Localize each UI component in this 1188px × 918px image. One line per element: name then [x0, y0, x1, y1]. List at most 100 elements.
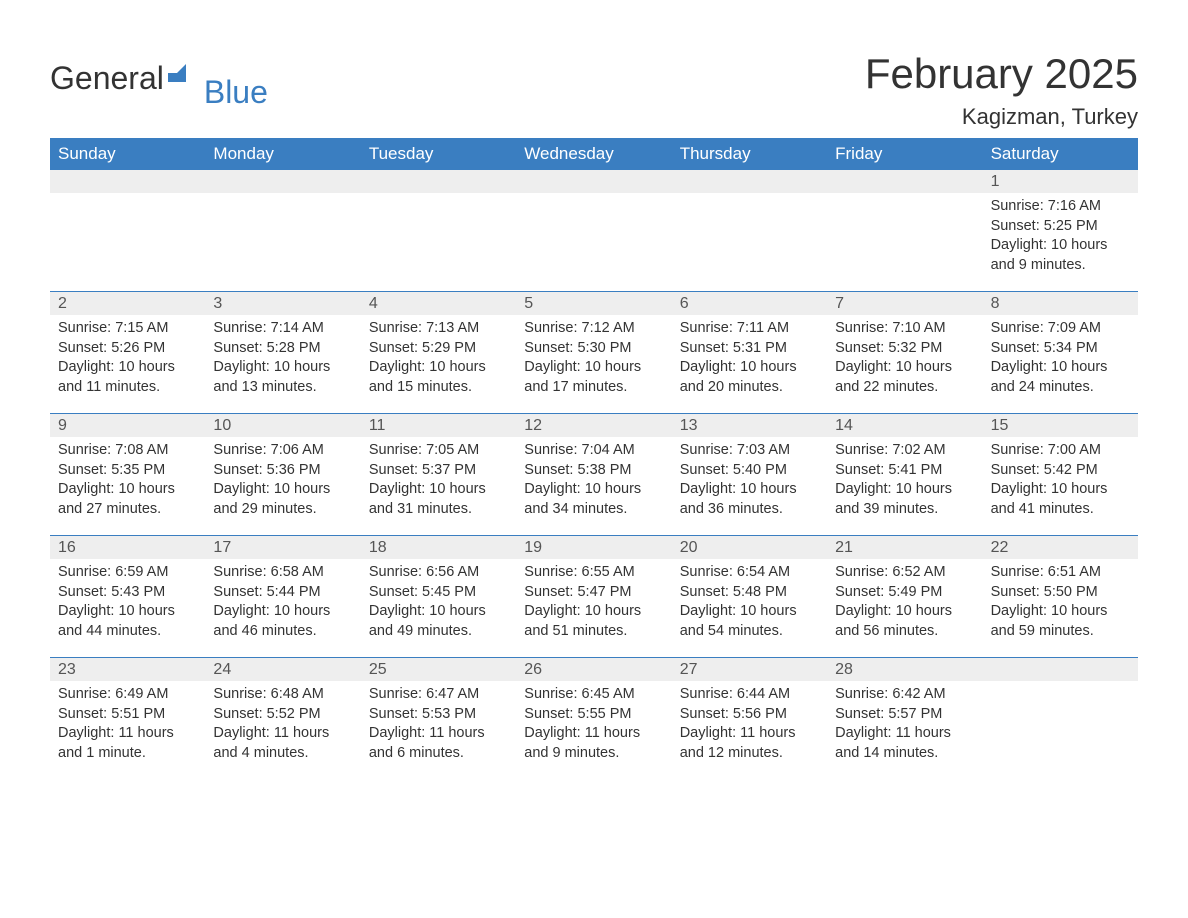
date-number: 1	[983, 170, 1138, 193]
day-cell	[827, 193, 982, 291]
date-number: 21	[827, 536, 982, 559]
daylight-text: Daylight: 11 hours and 4 minutes.	[213, 724, 352, 763]
daylight-text: Daylight: 10 hours and 36 minutes.	[680, 480, 819, 519]
date-number: 17	[205, 536, 360, 559]
day-cell: Sunrise: 7:13 AMSunset: 5:29 PMDaylight:…	[361, 315, 516, 413]
day-cell: Sunrise: 6:55 AMSunset: 5:47 PMDaylight:…	[516, 559, 671, 657]
daylight-text: Daylight: 10 hours and 17 minutes.	[524, 358, 663, 397]
day-detail-row: Sunrise: 6:49 AMSunset: 5:51 PMDaylight:…	[50, 681, 1138, 779]
day-cell: Sunrise: 7:14 AMSunset: 5:28 PMDaylight:…	[205, 315, 360, 413]
calendar-week: 232425262728Sunrise: 6:49 AMSunset: 5:51…	[50, 657, 1138, 779]
day-detail-row: Sunrise: 7:08 AMSunset: 5:35 PMDaylight:…	[50, 437, 1138, 535]
sunrise-text: Sunrise: 6:42 AM	[835, 685, 974, 705]
day-cell	[361, 193, 516, 291]
calendar-week: 2345678Sunrise: 7:15 AMSunset: 5:26 PMDa…	[50, 291, 1138, 413]
day-cell: Sunrise: 7:09 AMSunset: 5:34 PMDaylight:…	[983, 315, 1138, 413]
calendar-week: 9101112131415Sunrise: 7:08 AMSunset: 5:3…	[50, 413, 1138, 535]
day-cell	[983, 681, 1138, 779]
sunset-text: Sunset: 5:42 PM	[991, 461, 1130, 481]
date-number: 18	[361, 536, 516, 559]
date-number-row: 2345678	[50, 292, 1138, 315]
date-number: 12	[516, 414, 671, 437]
date-number: 2	[50, 292, 205, 315]
calendar-page: General Blue February 2025 Kagizman, Tur…	[0, 0, 1188, 918]
sunset-text: Sunset: 5:36 PM	[213, 461, 352, 481]
sunrise-text: Sunrise: 7:03 AM	[680, 441, 819, 461]
sunrise-text: Sunrise: 7:10 AM	[835, 319, 974, 339]
daylight-text: Daylight: 10 hours and 49 minutes.	[369, 602, 508, 641]
date-number: 13	[672, 414, 827, 437]
date-number-row: 9101112131415	[50, 414, 1138, 437]
sunset-text: Sunset: 5:38 PM	[524, 461, 663, 481]
day-cell: Sunrise: 7:06 AMSunset: 5:36 PMDaylight:…	[205, 437, 360, 535]
day-cell: Sunrise: 6:44 AMSunset: 5:56 PMDaylight:…	[672, 681, 827, 779]
weekday-header: Monday	[205, 138, 360, 170]
sunrise-text: Sunrise: 7:13 AM	[369, 319, 508, 339]
day-cell: Sunrise: 6:48 AMSunset: 5:52 PMDaylight:…	[205, 681, 360, 779]
brand-part2: Blue	[204, 74, 268, 111]
date-number: 19	[516, 536, 671, 559]
sunset-text: Sunset: 5:31 PM	[680, 339, 819, 359]
date-number: 23	[50, 658, 205, 681]
day-cell	[50, 193, 205, 291]
daylight-text: Daylight: 11 hours and 1 minute.	[58, 724, 197, 763]
daylight-text: Daylight: 10 hours and 20 minutes.	[680, 358, 819, 397]
sunrise-text: Sunrise: 7:11 AM	[680, 319, 819, 339]
date-number-row: 232425262728	[50, 658, 1138, 681]
date-number: 11	[361, 414, 516, 437]
date-number: 8	[983, 292, 1138, 315]
day-cell: Sunrise: 6:42 AMSunset: 5:57 PMDaylight:…	[827, 681, 982, 779]
sunrise-text: Sunrise: 7:15 AM	[58, 319, 197, 339]
weekday-header: Sunday	[50, 138, 205, 170]
day-cell: Sunrise: 6:45 AMSunset: 5:55 PMDaylight:…	[516, 681, 671, 779]
date-number	[672, 170, 827, 193]
daylight-text: Daylight: 10 hours and 54 minutes.	[680, 602, 819, 641]
date-number	[205, 170, 360, 193]
day-cell: Sunrise: 6:52 AMSunset: 5:49 PMDaylight:…	[827, 559, 982, 657]
daylight-text: Daylight: 10 hours and 41 minutes.	[991, 480, 1130, 519]
daylight-text: Daylight: 10 hours and 34 minutes.	[524, 480, 663, 519]
daylight-text: Daylight: 10 hours and 24 minutes.	[991, 358, 1130, 397]
sunrise-text: Sunrise: 6:47 AM	[369, 685, 508, 705]
day-cell: Sunrise: 7:03 AMSunset: 5:40 PMDaylight:…	[672, 437, 827, 535]
weekday-header: Wednesday	[516, 138, 671, 170]
date-number: 26	[516, 658, 671, 681]
day-cell: Sunrise: 7:04 AMSunset: 5:38 PMDaylight:…	[516, 437, 671, 535]
daylight-text: Daylight: 10 hours and 46 minutes.	[213, 602, 352, 641]
day-cell: Sunrise: 6:47 AMSunset: 5:53 PMDaylight:…	[361, 681, 516, 779]
day-cell: Sunrise: 7:05 AMSunset: 5:37 PMDaylight:…	[361, 437, 516, 535]
sunset-text: Sunset: 5:28 PM	[213, 339, 352, 359]
sunrise-text: Sunrise: 6:59 AM	[58, 563, 197, 583]
daylight-text: Daylight: 10 hours and 59 minutes.	[991, 602, 1130, 641]
day-cell: Sunrise: 6:58 AMSunset: 5:44 PMDaylight:…	[205, 559, 360, 657]
weekday-header: Friday	[827, 138, 982, 170]
sunrise-text: Sunrise: 6:44 AM	[680, 685, 819, 705]
brand-part1: General	[50, 60, 164, 97]
weeks-container: 1Sunrise: 7:16 AMSunset: 5:25 PMDaylight…	[50, 170, 1138, 779]
sunrise-text: Sunrise: 7:00 AM	[991, 441, 1130, 461]
calendar-location: Kagizman, Turkey	[865, 104, 1138, 130]
date-number: 22	[983, 536, 1138, 559]
date-number: 16	[50, 536, 205, 559]
day-cell: Sunrise: 7:15 AMSunset: 5:26 PMDaylight:…	[50, 315, 205, 413]
sunrise-text: Sunrise: 7:12 AM	[524, 319, 663, 339]
sunrise-text: Sunrise: 7:09 AM	[991, 319, 1130, 339]
sunrise-text: Sunrise: 7:14 AM	[213, 319, 352, 339]
date-number: 7	[827, 292, 982, 315]
sunrise-text: Sunrise: 7:06 AM	[213, 441, 352, 461]
sunset-text: Sunset: 5:52 PM	[213, 705, 352, 725]
day-detail-row: Sunrise: 7:15 AMSunset: 5:26 PMDaylight:…	[50, 315, 1138, 413]
date-number: 5	[516, 292, 671, 315]
daylight-text: Daylight: 10 hours and 39 minutes.	[835, 480, 974, 519]
sunset-text: Sunset: 5:37 PM	[369, 461, 508, 481]
date-number: 10	[205, 414, 360, 437]
daylight-text: Daylight: 10 hours and 31 minutes.	[369, 480, 508, 519]
day-cell: Sunrise: 7:00 AMSunset: 5:42 PMDaylight:…	[983, 437, 1138, 535]
sunset-text: Sunset: 5:56 PM	[680, 705, 819, 725]
daylight-text: Daylight: 10 hours and 9 minutes.	[991, 236, 1130, 275]
date-number	[361, 170, 516, 193]
date-number	[827, 170, 982, 193]
date-number: 4	[361, 292, 516, 315]
sunrise-text: Sunrise: 7:02 AM	[835, 441, 974, 461]
sunset-text: Sunset: 5:47 PM	[524, 583, 663, 603]
